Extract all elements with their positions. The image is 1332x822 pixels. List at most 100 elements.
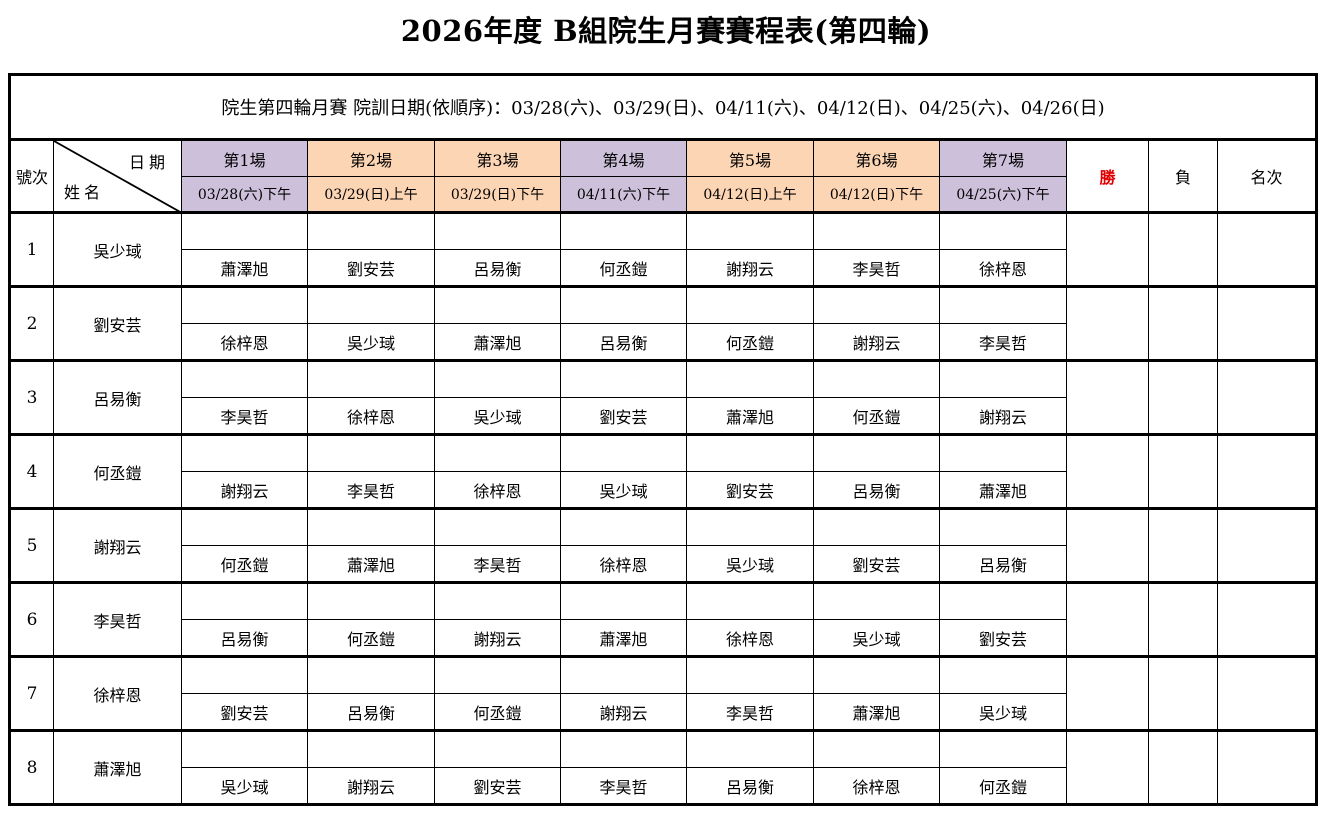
- opponent-cell: 徐梓恩: [434, 471, 561, 509]
- loss-cell[interactable]: [1148, 434, 1218, 509]
- result-cell[interactable]: [434, 582, 561, 620]
- opponent-cell: 李昊哲: [307, 471, 435, 509]
- result-cell[interactable]: [813, 360, 940, 398]
- result-cell[interactable]: [560, 582, 687, 620]
- result-cell[interactable]: [307, 434, 435, 472]
- result-cell[interactable]: [686, 212, 814, 250]
- loss-cell[interactable]: [1148, 730, 1218, 805]
- win-cell[interactable]: [1066, 360, 1149, 435]
- result-cell[interactable]: [686, 286, 814, 324]
- player-row-opponents: 劉安芸 呂易衡 何丞鎧 謝翔云 李昊哲 蕭澤旭 吳少琙: [9, 693, 1317, 731]
- result-cell[interactable]: [181, 508, 308, 546]
- result-cell[interactable]: [307, 360, 435, 398]
- result-cell[interactable]: [560, 360, 687, 398]
- result-cell[interactable]: [181, 360, 308, 398]
- loss-cell[interactable]: [1148, 212, 1218, 287]
- result-cell[interactable]: [560, 212, 687, 250]
- result-cell[interactable]: [307, 582, 435, 620]
- result-cell[interactable]: [686, 656, 814, 694]
- win-cell[interactable]: [1066, 656, 1149, 731]
- result-cell[interactable]: [939, 582, 1067, 620]
- rank-cell[interactable]: [1217, 286, 1317, 361]
- result-cell[interactable]: [939, 212, 1067, 250]
- result-cell[interactable]: [813, 508, 940, 546]
- player-number: 7: [9, 656, 54, 731]
- training-dates-info: 院生第四輪月賽 院訓日期(依順序)：03/28(六)、03/29(日)、04/1…: [9, 74, 1317, 141]
- result-cell[interactable]: [181, 286, 308, 324]
- opponent-cell: 蕭澤旭: [434, 323, 561, 361]
- result-cell[interactable]: [939, 656, 1067, 694]
- win-cell[interactable]: [1066, 730, 1149, 805]
- opponent-cell: 吳少琙: [939, 693, 1067, 731]
- rank-cell[interactable]: [1217, 730, 1317, 805]
- result-cell[interactable]: [181, 582, 308, 620]
- player-number: 5: [9, 508, 54, 583]
- result-cell[interactable]: [307, 730, 435, 768]
- rank-cell[interactable]: [1217, 360, 1317, 435]
- match-date: 04/11(六)下午: [560, 176, 687, 213]
- result-cell[interactable]: [434, 360, 561, 398]
- result-cell[interactable]: [434, 656, 561, 694]
- win-cell[interactable]: [1066, 582, 1149, 657]
- result-cell[interactable]: [307, 286, 435, 324]
- loss-cell[interactable]: [1148, 360, 1218, 435]
- result-cell[interactable]: [813, 582, 940, 620]
- win-cell[interactable]: [1066, 212, 1149, 287]
- result-cell[interactable]: [813, 434, 940, 472]
- rank-cell[interactable]: [1217, 508, 1317, 583]
- result-cell[interactable]: [686, 434, 814, 472]
- result-cell[interactable]: [181, 730, 308, 768]
- result-cell[interactable]: [560, 286, 687, 324]
- rank-cell[interactable]: [1217, 582, 1317, 657]
- result-cell[interactable]: [939, 360, 1067, 398]
- result-cell[interactable]: [813, 730, 940, 768]
- rank-cell[interactable]: [1217, 434, 1317, 509]
- result-cell[interactable]: [939, 508, 1067, 546]
- player-name: 謝翔云: [53, 508, 182, 583]
- match-header: 第6場: [813, 139, 940, 177]
- result-cell[interactable]: [434, 434, 561, 472]
- result-cell[interactable]: [434, 212, 561, 250]
- result-cell[interactable]: [813, 656, 940, 694]
- loss-cell[interactable]: [1148, 656, 1218, 731]
- result-cell[interactable]: [307, 508, 435, 546]
- opponent-cell: 徐梓恩: [939, 249, 1067, 287]
- player-name: 劉安芸: [53, 286, 182, 361]
- result-cell[interactable]: [939, 286, 1067, 324]
- result-cell[interactable]: [939, 730, 1067, 768]
- opponent-cell: 劉安芸: [181, 693, 308, 731]
- result-cell[interactable]: [560, 730, 687, 768]
- win-header: 勝: [1066, 139, 1149, 213]
- result-cell[interactable]: [181, 212, 308, 250]
- rank-cell[interactable]: [1217, 212, 1317, 287]
- win-cell[interactable]: [1066, 434, 1149, 509]
- loss-cell[interactable]: [1148, 286, 1218, 361]
- result-cell[interactable]: [434, 508, 561, 546]
- opponent-cell: 何丞鎧: [813, 397, 940, 435]
- result-cell[interactable]: [686, 360, 814, 398]
- loss-cell[interactable]: [1148, 582, 1218, 657]
- loss-cell[interactable]: [1148, 508, 1218, 583]
- result-cell[interactable]: [181, 434, 308, 472]
- result-cell[interactable]: [434, 286, 561, 324]
- result-cell[interactable]: [686, 582, 814, 620]
- player-row: 1 吳少琙: [9, 212, 1317, 287]
- result-cell[interactable]: [939, 434, 1067, 472]
- result-cell[interactable]: [560, 434, 687, 472]
- result-cell[interactable]: [686, 508, 814, 546]
- opponent-cell: 李昊哲: [181, 397, 308, 435]
- rank-cell[interactable]: [1217, 656, 1317, 731]
- result-cell[interactable]: [307, 656, 435, 694]
- result-cell[interactable]: [813, 212, 940, 250]
- result-cell[interactable]: [307, 212, 435, 250]
- opponent-cell: 劉安芸: [813, 545, 940, 583]
- result-cell[interactable]: [434, 730, 561, 768]
- opponent-cell: 吳少琙: [307, 323, 435, 361]
- result-cell[interactable]: [686, 730, 814, 768]
- win-cell[interactable]: [1066, 508, 1149, 583]
- result-cell[interactable]: [560, 508, 687, 546]
- result-cell[interactable]: [560, 656, 687, 694]
- win-cell[interactable]: [1066, 286, 1149, 361]
- result-cell[interactable]: [181, 656, 308, 694]
- result-cell[interactable]: [813, 286, 940, 324]
